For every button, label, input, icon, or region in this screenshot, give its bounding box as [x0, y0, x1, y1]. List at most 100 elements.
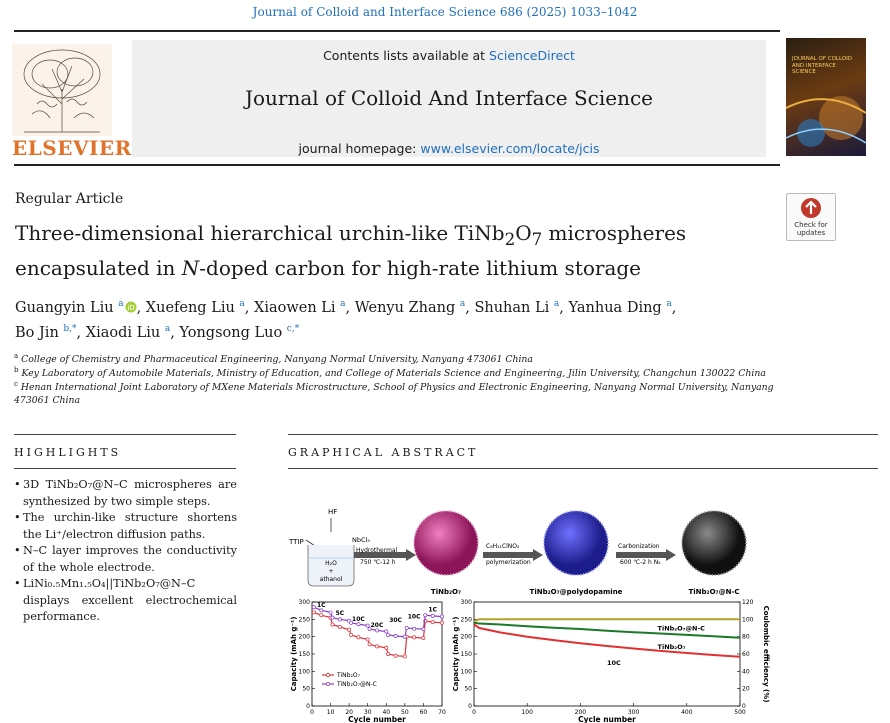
y-tick-label: 50: [464, 686, 472, 693]
data-point: [311, 610, 316, 615]
data-point: [412, 635, 417, 640]
data-point: [421, 627, 426, 631]
y-tick-label: 0: [306, 703, 310, 710]
data-point: [384, 629, 389, 634]
beaker-text-3: athanol: [320, 576, 343, 583]
data-point: [423, 613, 428, 618]
y-right-tick-label: 40: [742, 668, 750, 675]
highlights-rule: [14, 468, 236, 469]
graphical-abstract-figure[interactable]: HF TTIP NbCl₅ H₂O + athanol Hydrothermal…: [288, 500, 878, 723]
cover-art-icon: [786, 96, 866, 147]
journal-reference[interactable]: Journal of Colloid and Interface Science…: [252, 5, 638, 19]
check-for-updates-button[interactable]: Check for updates: [786, 193, 836, 241]
data-point: [402, 654, 407, 659]
affiliation-sup: a: [14, 352, 19, 360]
rate-capability-chart: 0 10 20 30 40 50 60 70 0 50 100 150 200 250 300 Cycle n…: [290, 599, 446, 723]
svg-text:iD: iD: [127, 304, 134, 312]
legend-label: TiNb₂O₇: [336, 672, 361, 679]
check-updates-text: Check for updates: [787, 221, 835, 237]
data-point: [365, 637, 370, 642]
author-affil-sup[interactable]: c,*: [286, 323, 300, 334]
x-axis-label: Cycle number: [578, 715, 636, 723]
article-type: Regular Article: [15, 191, 124, 207]
y-tick-label: 50: [302, 686, 310, 693]
highlights-heading: HIGHLIGHTS: [14, 446, 122, 459]
top-rule: [14, 30, 780, 32]
highlights-top-rule: [14, 434, 236, 435]
hf-label: HF: [328, 508, 337, 516]
sciencedirect-link[interactable]: ScienceDirect: [489, 48, 575, 63]
header-bottom-rule: [14, 164, 780, 166]
author-name[interactable]: Xuefeng Liu: [145, 299, 235, 316]
author-name[interactable]: Yongsong Luo: [179, 324, 283, 341]
sphere-spikes: [413, 510, 479, 576]
data-point: [386, 632, 391, 637]
contents-line: Contents lists available at ScienceDirec…: [132, 48, 766, 63]
author-affil-sup[interactable]: a: [666, 299, 672, 309]
data-point: [319, 613, 324, 618]
data-point: [386, 652, 391, 656]
highlight-item: • 3D TiNb₂O₇@N–C microspheres are synthes…: [14, 477, 237, 510]
author-affil-sup[interactable]: a: [459, 299, 466, 309]
data-point: [349, 620, 353, 625]
data-point: [375, 644, 379, 649]
highlight-item: • The urchin-like structure shortens the …: [14, 510, 237, 543]
title-part: encapsulated in: [15, 256, 182, 280]
rate-label: 20C: [371, 622, 384, 629]
data-point: [375, 628, 379, 633]
highlight-text: 3D TiNb₂O₇@N–C microspheres are synthesi…: [23, 478, 237, 508]
title-italic: N: [181, 256, 200, 280]
ga-top-rule: [288, 434, 878, 435]
x-tick-label: 70: [438, 709, 446, 716]
elsevier-logo[interactable]: [12, 44, 112, 136]
author-name[interactable]: Shuhan Li: [474, 299, 550, 316]
author-name[interactable]: Wenyu Zhang: [354, 299, 456, 316]
nbcl5-label: NbCl₅: [352, 536, 370, 544]
data-point: [367, 627, 372, 631]
highlight-item: • N–C layer improves the conductivity of …: [14, 543, 237, 576]
sphere-3-label: TiNb₂O₇@N-C: [688, 588, 739, 596]
y-right-axis-label: Coulombic efficiency (%): [762, 606, 770, 703]
elsevier-tree-icon: [12, 44, 112, 136]
x-tick-label: 400: [681, 709, 693, 716]
y-tick-label: 250: [299, 616, 311, 623]
highlight-text: N–C layer improves the conductivity of t…: [23, 544, 237, 574]
homepage-link[interactable]: www.elsevier.com/locate/jcis: [420, 141, 600, 156]
y-right-tick-label: 120: [742, 599, 754, 606]
affiliation-a: a College of Chemistry and Pharmaceutica…: [14, 350, 784, 366]
author-affil-sup[interactable]: a: [164, 323, 171, 334]
rate-label: 5C: [336, 610, 345, 617]
rate-label: 10C: [408, 613, 421, 620]
data-point: [319, 608, 324, 613]
affiliation-text: Henan International Joint Laboratory of …: [14, 382, 774, 407]
cycling-rate-label: 10C: [607, 659, 621, 667]
author-affil-sup[interactable]: b,*: [63, 323, 77, 334]
author-name[interactable]: Bo Jin: [15, 324, 59, 341]
y-right-tick-label: 60: [742, 651, 750, 658]
bullet-icon: •: [14, 511, 21, 524]
data-point: [337, 617, 342, 622]
author-affil-sup[interactable]: a: [239, 299, 245, 309]
legend-marker: [326, 673, 330, 677]
data-point: [430, 613, 435, 618]
arrow-1-head-icon: [406, 549, 416, 561]
author-name[interactable]: Xiaowen Li: [254, 299, 336, 316]
author-name[interactable]: Yanhua Ding: [568, 299, 662, 316]
y-right-tick-label: 80: [742, 634, 750, 641]
x-tick-label: 50: [401, 709, 409, 716]
x-tick-label: 500: [734, 709, 746, 716]
journal-cover[interactable]: JOURNAL OF COLLOID AND INTERFACE SCIENCE: [786, 38, 866, 156]
article-title: Three-dimensional hierarchical urchin-li…: [15, 219, 775, 283]
data-point: [404, 626, 409, 630]
polymerization-label: polymerization: [486, 559, 531, 566]
author-affil-sup[interactable]: a: [553, 299, 560, 309]
y-right-tick-label: 100: [742, 616, 754, 623]
data-point: [393, 653, 398, 658]
x-tick-label: 20: [345, 709, 353, 716]
author-affil-sup[interactable]: a: [118, 299, 124, 309]
author-name[interactable]: Xiaodi Liu: [85, 324, 161, 341]
author-name[interactable]: Guangyin Liu: [15, 299, 114, 316]
orcid-icon[interactable]: iD: [125, 301, 137, 313]
journal-header-box: [132, 40, 766, 157]
author-affil-sup[interactable]: a: [340, 299, 346, 309]
